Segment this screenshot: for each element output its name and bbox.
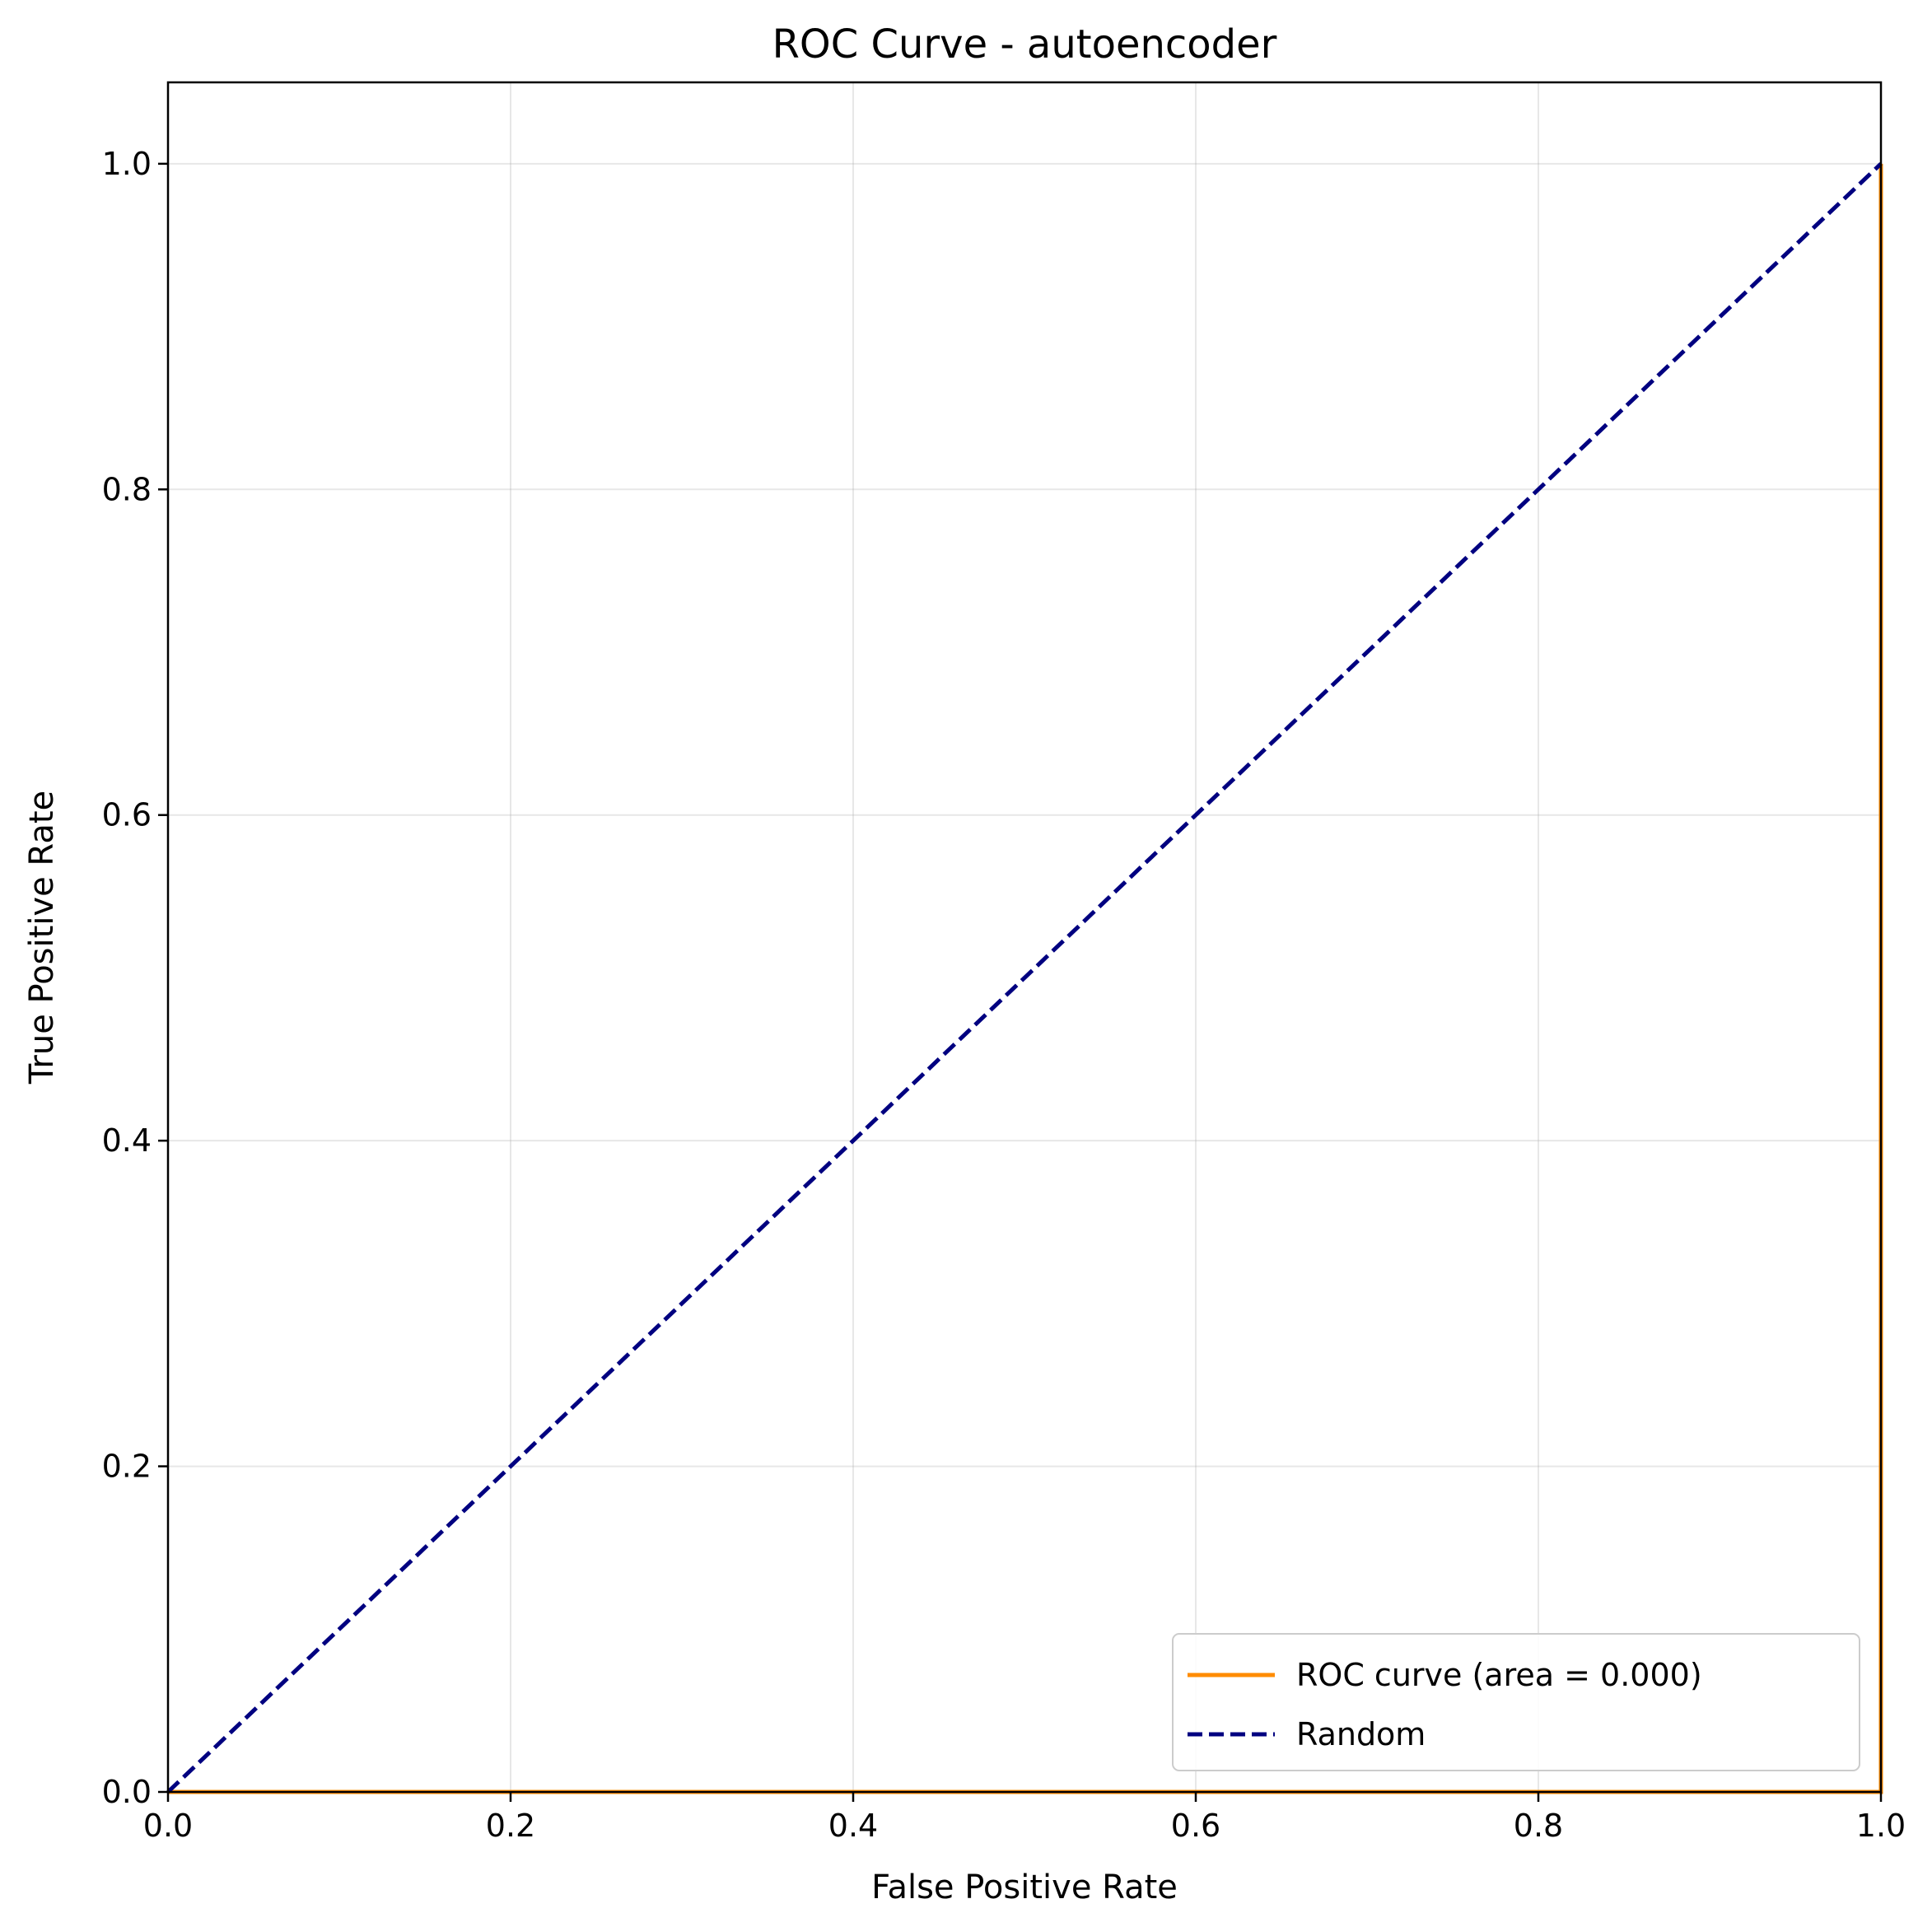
y-tick-label: 0.4 [102,1122,152,1159]
x-tick-label: 0.2 [486,1808,535,1844]
random-baseline-line [166,162,1883,1794]
x-tick-label: 0.6 [1171,1808,1220,1844]
legend-box [1172,1633,1860,1771]
plot-frame [166,81,1883,1794]
legend-label: ROC curve (area = 0.000) [1296,1657,1702,1693]
legend-label: Random [1296,1716,1426,1752]
y-axis-title: True Positive Rate [23,791,61,1085]
x-axis-title: False Positive Rate [871,1869,1178,1906]
legend: ROC curve (area = 0.000) Random [1172,1633,1860,1771]
grid [167,82,1882,1793]
y-tick-label: 1.0 [102,146,152,182]
series-layer [166,162,1883,1794]
y-tick-label: 0.6 [102,797,152,833]
y-tick-label: 0.8 [102,471,152,507]
y-tick-label: 0.2 [102,1449,152,1485]
x-tick-label: 0.8 [1514,1808,1563,1844]
ticks: 0.0 0.2 0.4 0.6 0.8 1.0 0.0 0.2 0.4 0.6 0.8 1.0 [102,146,1906,1844]
y-tick-label: 0.0 [102,1774,152,1810]
x-tick-label: 0.0 [143,1808,193,1844]
chart-title: ROC Curve - autoencoder [772,21,1277,68]
x-tick-label: 0.4 [828,1808,878,1844]
x-tick-label: 1.0 [1856,1808,1906,1844]
